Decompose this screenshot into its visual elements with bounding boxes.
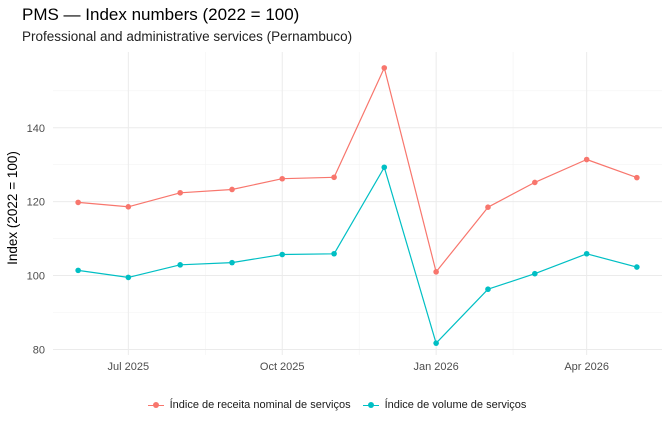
data-point: [75, 199, 81, 206]
data-point: [381, 65, 388, 71]
x-tick-label: Oct 2025: [260, 361, 305, 373]
legend-item: Índice de volume de serviços: [361, 399, 527, 411]
legend-label: Índice de receita nominal de serviços: [169, 399, 351, 411]
data-point: [279, 251, 286, 258]
y-tick-label: 80: [33, 344, 45, 356]
data-point: [229, 186, 235, 193]
data-point: [433, 269, 439, 275]
data-point: [177, 262, 183, 268]
legend-swatch: [146, 399, 166, 411]
data-point: [583, 250, 590, 257]
data-point: [125, 274, 132, 281]
data-point: [485, 286, 491, 293]
y-tick-label: 100: [27, 271, 45, 283]
data-point: [532, 179, 538, 186]
x-tick-label: Apr 2026: [564, 361, 609, 373]
chart-subtitle: Professional and administrative services…: [22, 29, 353, 44]
data-point: [125, 204, 132, 210]
series-line-2: [78, 166, 638, 344]
chart-title: PMS — Index numbers (2022 = 100): [22, 5, 300, 24]
y-tick-label: 120: [27, 197, 45, 209]
data-point: [331, 250, 337, 257]
data-point: [583, 156, 590, 163]
data-point: [634, 174, 640, 181]
legend-swatch: [361, 399, 381, 411]
series-line-1: [78, 67, 638, 273]
data-point: [75, 267, 81, 274]
legend-label: Índice de volume de serviços: [384, 399, 527, 411]
data-point: [331, 174, 337, 181]
data-point: [485, 204, 491, 210]
x-tick-label: Jul 2025: [108, 361, 150, 373]
y-tick-label: 140: [27, 123, 45, 135]
data-point: [229, 259, 235, 266]
data-point: [532, 270, 538, 277]
legend-item: Índice de receita nominal de serviços: [146, 399, 351, 411]
x-tick-label: Jan 2026: [413, 361, 458, 373]
data-point: [433, 340, 439, 346]
legend: Índice de receita nominal de serviços Índ…: [0, 399, 672, 411]
data-point: [279, 175, 286, 182]
data-point: [381, 164, 388, 171]
data-point: [177, 189, 183, 196]
data-point: [634, 264, 640, 270]
y-axis-label: Index (2022 = 100): [5, 151, 20, 265]
